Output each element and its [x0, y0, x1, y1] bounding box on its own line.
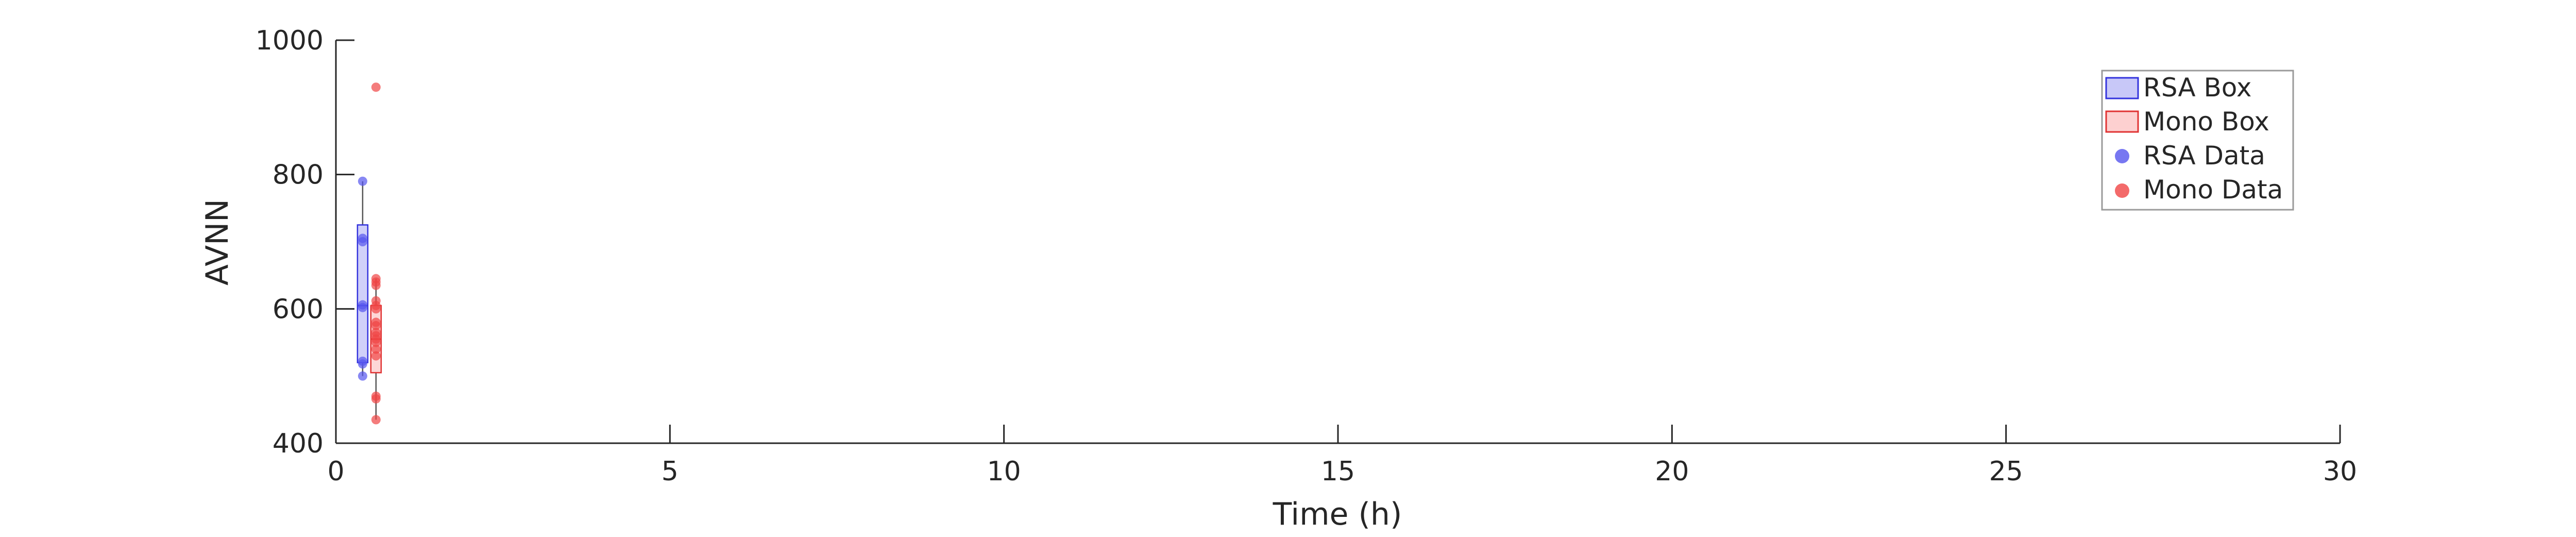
data-point-rsa: [358, 176, 367, 186]
x-tick-label: 10: [987, 456, 1021, 487]
data-point-mono: [371, 327, 381, 337]
plot-area: [357, 82, 382, 425]
x-tick-label: 5: [662, 456, 679, 487]
legend-label-mono-data: Mono Data: [2143, 175, 2283, 205]
data-point-mono: [371, 415, 381, 425]
legend-swatch-rsa-box: [2105, 77, 2139, 99]
data-point-mono: [371, 296, 381, 306]
data-point-mono: [371, 274, 381, 283]
y-tick-label: 800: [273, 160, 324, 191]
data-point-mono: [371, 317, 381, 327]
legend-swatch-mono-box: [2105, 110, 2139, 133]
box-rsa: [357, 176, 369, 381]
data-point-mono: [371, 82, 381, 92]
y-axis-label: AVNN: [199, 199, 235, 286]
x-tick-label: 30: [2323, 456, 2357, 487]
x-tick-label: 0: [327, 456, 344, 487]
y-tick-label: 1000: [256, 25, 324, 56]
data-point-rsa: [358, 356, 367, 366]
x-tick-label: 20: [1655, 456, 1689, 487]
legend-label-rsa-box: RSA Box: [2143, 73, 2251, 103]
data-point-rsa: [358, 233, 367, 243]
data-point-rsa: [358, 371, 367, 381]
legend-marker-rsa-data: [2115, 149, 2129, 163]
y-tick-label: 400: [273, 428, 324, 459]
data-point-mono: [371, 344, 381, 354]
y-tick-label: 600: [273, 294, 324, 325]
axes: 0 5 10 15 20 25 30 400 600 800 1000: [256, 25, 2357, 487]
legend-label-mono-box: Mono Box: [2143, 107, 2269, 137]
data-point-mono: [371, 391, 381, 401]
x-tick-label: 25: [1989, 456, 2023, 487]
x-axis-label: Time (h): [1273, 496, 1402, 532]
data-point-mono: [371, 351, 381, 361]
legend: RSA Box Mono Box RSA Data Mono Data: [2101, 70, 2294, 211]
x-tick-label: 15: [1321, 456, 1355, 487]
legend-label-rsa-data: RSA Data: [2143, 141, 2265, 171]
data-point-rsa: [358, 300, 367, 310]
legend-marker-mono-data: [2115, 183, 2129, 198]
box-mono: [370, 82, 382, 425]
